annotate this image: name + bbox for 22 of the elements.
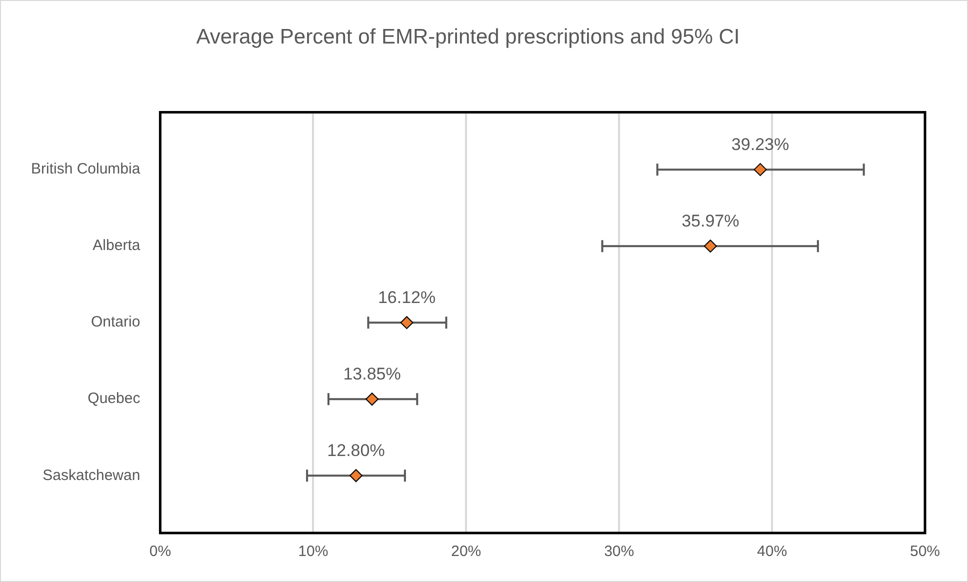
point <box>704 240 717 253</box>
y-tick-label: Alberta <box>92 237 141 254</box>
point <box>366 392 379 406</box>
x-tick-label: 0% <box>149 543 172 560</box>
point <box>754 163 767 176</box>
x-tick-label: 50% <box>910 543 940 560</box>
point <box>400 316 414 330</box>
point <box>349 469 362 482</box>
data-label: 16.12% <box>378 288 436 307</box>
data-label: 39.23% <box>731 134 790 154</box>
data-label: 35.97% <box>682 211 740 230</box>
y-tick-label: Saskatchewan <box>42 466 140 484</box>
y-tick-label: Ontario <box>91 314 140 331</box>
y-tick-label: British Columbia <box>30 160 141 178</box>
x-tick-label: 10% <box>298 543 328 560</box>
data-label: 13.85% <box>343 364 401 384</box>
x-tick-label: 30% <box>604 543 634 560</box>
x-tick-label: 20% <box>451 543 482 560</box>
x-tick-label: 40% <box>757 543 788 560</box>
data-label: 12.80% <box>327 440 385 460</box>
y-tick-label: Quebec <box>88 390 141 408</box>
chart-title: Average Percent of EMR-printed prescriptions and 95% CI <box>196 25 740 48</box>
